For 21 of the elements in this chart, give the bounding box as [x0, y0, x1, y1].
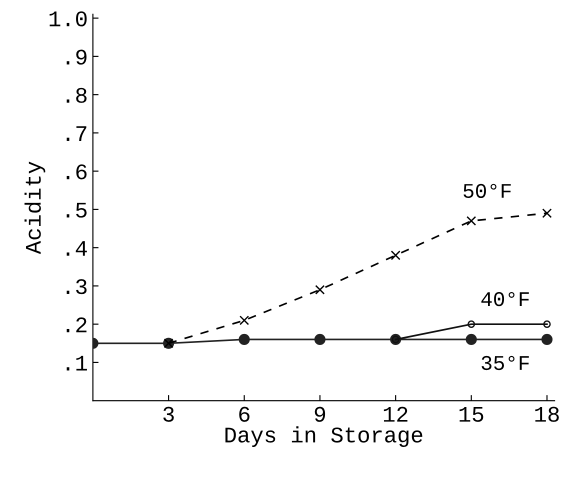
- y-tick-label: .1: [66, 356, 87, 370]
- series-label: 35°F: [482, 356, 529, 370]
- y-tick-label: .2: [66, 317, 86, 332]
- series-label: 50°F: [464, 184, 511, 198]
- y-tick-label: .5: [66, 202, 87, 218]
- x-tick-label: 6: [239, 406, 250, 422]
- x-tick-label: 3: [163, 406, 174, 422]
- y-tick-label: 1.0: [50, 11, 87, 26]
- y-tick-label: .3: [66, 279, 87, 294]
- x-tick-label: 12: [384, 406, 408, 422]
- y-axis-title: Acidity: [24, 162, 46, 254]
- x-tick-label: 18: [535, 406, 559, 422]
- x-axis-title: Days in Storage: [225, 426, 422, 447]
- series-label: 40°F: [481, 292, 529, 306]
- x-tick-label: 15: [460, 407, 484, 422]
- y-tick-label: .8: [66, 88, 87, 103]
- y-tick-label: .6: [66, 164, 87, 180]
- x-tick-label: 9: [314, 406, 326, 422]
- y-tick-label: .7: [66, 126, 86, 141]
- y-tick-label: .9: [66, 50, 86, 65]
- y-tick-label: .4: [66, 241, 87, 256]
